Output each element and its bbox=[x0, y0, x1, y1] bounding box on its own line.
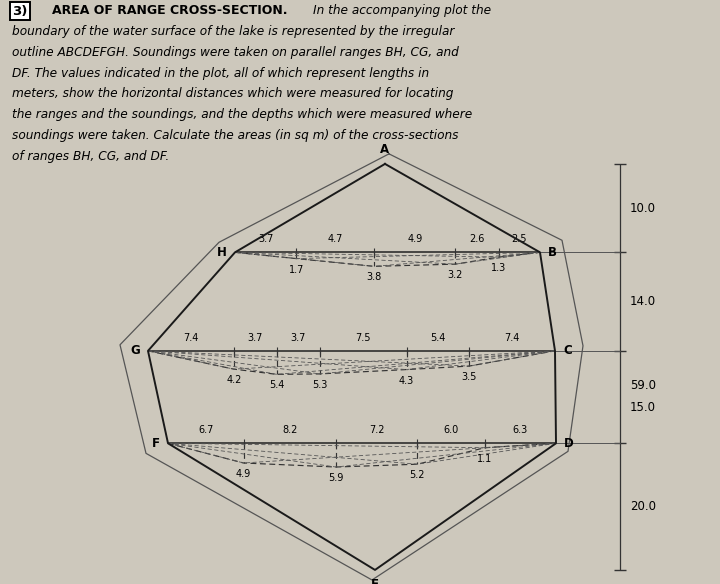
Text: DF. The values indicated in the plot, all of which represent lengths in: DF. The values indicated in the plot, al… bbox=[12, 67, 429, 79]
Text: 4.9: 4.9 bbox=[236, 469, 251, 479]
Text: 59.0: 59.0 bbox=[630, 378, 656, 391]
Text: the ranges and the soundings, and the depths which were measured where: the ranges and the soundings, and the de… bbox=[12, 109, 472, 121]
Text: 6.3: 6.3 bbox=[513, 425, 528, 435]
Text: G: G bbox=[130, 345, 140, 357]
Text: 2.6: 2.6 bbox=[469, 234, 485, 244]
Text: A: A bbox=[380, 143, 390, 156]
Text: 1.3: 1.3 bbox=[491, 263, 506, 273]
Text: 5.2: 5.2 bbox=[410, 470, 425, 480]
Text: 15.0: 15.0 bbox=[630, 401, 656, 413]
Text: 4.2: 4.2 bbox=[226, 375, 241, 385]
Text: 4.3: 4.3 bbox=[399, 376, 414, 385]
Text: C: C bbox=[563, 345, 572, 357]
Text: 5.9: 5.9 bbox=[328, 473, 343, 483]
Text: E: E bbox=[371, 578, 379, 584]
Text: boundary of the water surface of the lake is represented by the irregular: boundary of the water surface of the lak… bbox=[12, 25, 454, 38]
Text: F: F bbox=[152, 437, 160, 450]
Text: 3.2: 3.2 bbox=[448, 270, 463, 280]
Text: 7.4: 7.4 bbox=[505, 333, 520, 343]
Text: 3.5: 3.5 bbox=[462, 372, 477, 382]
Text: 8.2: 8.2 bbox=[282, 425, 297, 435]
Text: 7.4: 7.4 bbox=[183, 333, 199, 343]
Text: 4.7: 4.7 bbox=[328, 234, 343, 244]
Text: AREA OF RANGE CROSS-SECTION.: AREA OF RANGE CROSS-SECTION. bbox=[52, 4, 287, 17]
Text: soundings were taken. Calculate the areas (in sq m) of the cross-sections: soundings were taken. Calculate the area… bbox=[12, 129, 459, 142]
Text: 2.5: 2.5 bbox=[511, 234, 527, 244]
Text: 3): 3) bbox=[12, 5, 27, 18]
Text: 6.7: 6.7 bbox=[198, 425, 213, 435]
Text: 3.7: 3.7 bbox=[248, 333, 263, 343]
Text: 5.3: 5.3 bbox=[312, 380, 328, 390]
Text: 5.4: 5.4 bbox=[430, 333, 446, 343]
Text: 3.7: 3.7 bbox=[290, 333, 306, 343]
Text: 6.0: 6.0 bbox=[444, 425, 459, 435]
Text: 5.4: 5.4 bbox=[269, 380, 284, 390]
Text: 1.7: 1.7 bbox=[289, 265, 304, 274]
Text: 20.0: 20.0 bbox=[630, 500, 656, 513]
Text: D: D bbox=[564, 437, 574, 450]
Text: 3.8: 3.8 bbox=[366, 272, 382, 283]
Text: In the accompanying plot the: In the accompanying plot the bbox=[313, 4, 491, 17]
Text: 14.0: 14.0 bbox=[630, 295, 656, 308]
Text: 7.5: 7.5 bbox=[356, 333, 371, 343]
Text: of ranges BH, CG, and DF.: of ranges BH, CG, and DF. bbox=[12, 150, 169, 163]
Text: B: B bbox=[548, 246, 557, 259]
Text: H: H bbox=[217, 246, 227, 259]
Text: 7.2: 7.2 bbox=[369, 425, 384, 435]
Text: 1.1: 1.1 bbox=[477, 454, 492, 464]
Text: meters, show the horizontal distances which were measured for locating: meters, show the horizontal distances wh… bbox=[12, 88, 454, 100]
Text: 3.7: 3.7 bbox=[258, 234, 274, 244]
Text: outline ABCDEFGH. Soundings were taken on parallel ranges BH, CG, and: outline ABCDEFGH. Soundings were taken o… bbox=[12, 46, 459, 58]
Text: 4.9: 4.9 bbox=[408, 234, 423, 244]
Text: 10.0: 10.0 bbox=[630, 201, 656, 215]
